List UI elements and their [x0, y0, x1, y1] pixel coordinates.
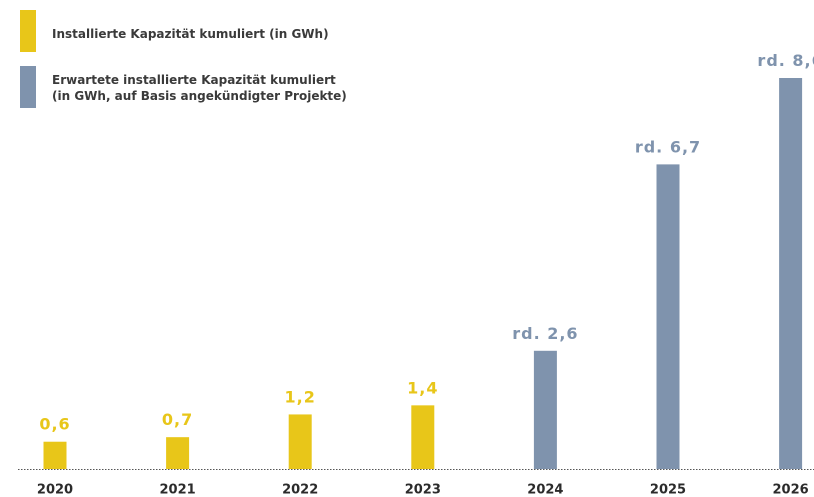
legend-label: Installierte Kapazität kumuliert (in GWh…: [52, 27, 329, 41]
bar: [411, 405, 435, 469]
legend-swatch: [20, 66, 36, 108]
bar: [779, 78, 803, 469]
data-label: 1,4: [407, 378, 438, 397]
data-label: 0,7: [162, 410, 193, 429]
data-label: rd. 8,6: [757, 51, 814, 70]
legend-label: Erwartete installierte Kapazität kumulie…: [52, 73, 347, 103]
bar: [656, 164, 680, 469]
bar: [43, 441, 67, 469]
x-tick-label: 2024: [527, 483, 563, 497]
x-tick-label: 2023: [405, 483, 441, 497]
x-tick-label: 2020: [37, 483, 73, 497]
data-label: 1,2: [285, 387, 316, 406]
x-tick-label: 2021: [160, 483, 196, 497]
x-tick-label: 2026: [773, 483, 809, 497]
data-label: rd. 6,7: [635, 137, 701, 156]
bar: [166, 437, 190, 469]
legend-swatch: [20, 10, 36, 52]
x-tick-label: 2025: [650, 483, 686, 497]
data-label: 0,6: [39, 415, 70, 434]
bar: [533, 350, 557, 469]
bar: [288, 414, 312, 469]
data-label: rd. 2,6: [512, 324, 578, 343]
x-tick-label: 2022: [282, 483, 318, 497]
